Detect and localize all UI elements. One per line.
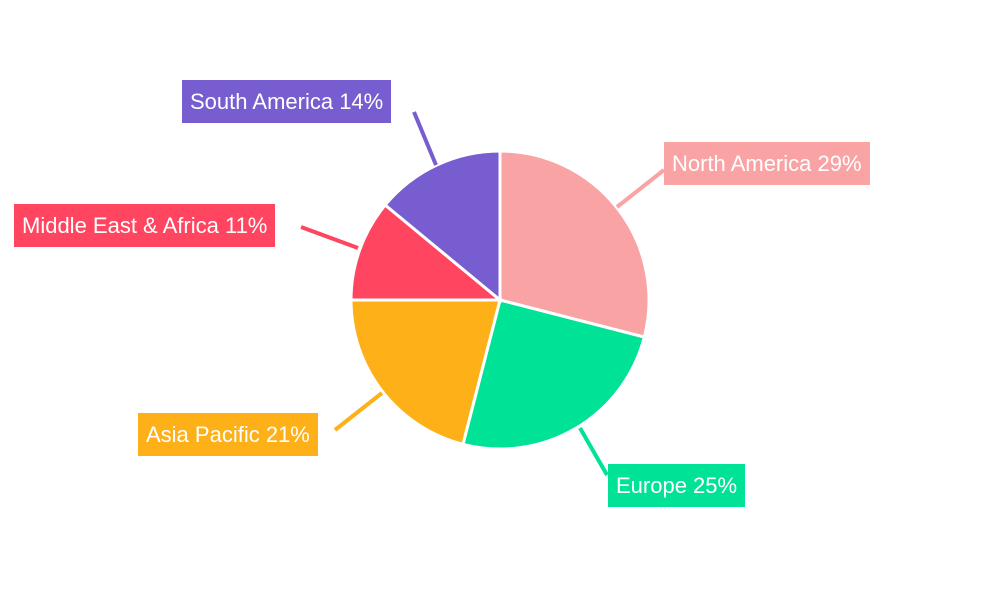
slice-europe[interactable] bbox=[461, 298, 647, 451]
leader-line-middle-east-africa bbox=[300, 225, 359, 250]
data-label-asia-pacific: Asia Pacific 21% bbox=[138, 413, 318, 456]
slice-middle-east-africa[interactable] bbox=[349, 202, 505, 302]
slice-north-america[interactable] bbox=[498, 149, 651, 339]
leader-line-south-america bbox=[412, 111, 438, 166]
slice-south-america[interactable] bbox=[383, 149, 502, 304]
data-label-north-america: North America 29% bbox=[664, 142, 870, 185]
data-label-south-america: South America 14% bbox=[182, 80, 392, 123]
leader-line-asia-pacific bbox=[333, 391, 384, 432]
data-label-europe: Europe 25% bbox=[608, 464, 746, 507]
data-label-middle-east-africa: Middle East & Africa 11% bbox=[14, 204, 276, 247]
slice-asia-pacific[interactable] bbox=[349, 298, 502, 447]
leader-line-europe bbox=[578, 427, 609, 476]
leader-line-north-america bbox=[615, 168, 666, 209]
